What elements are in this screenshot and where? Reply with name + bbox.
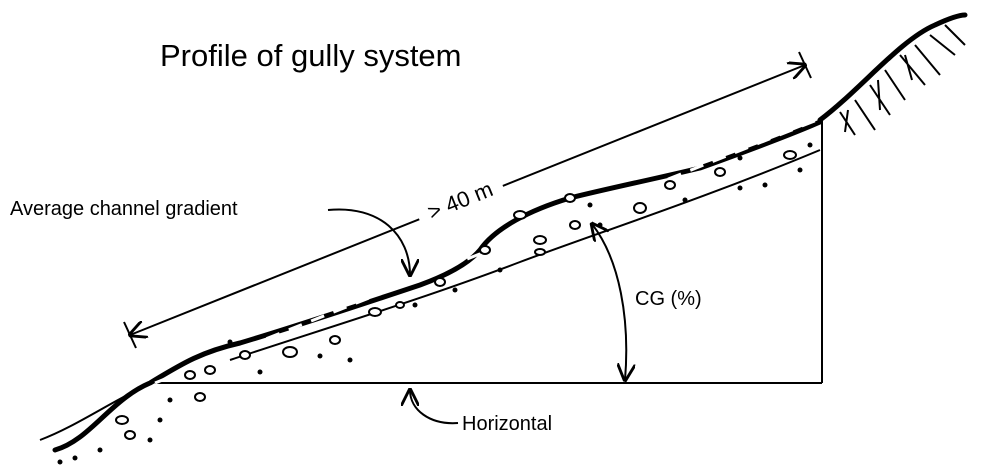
angle-arc — [592, 224, 626, 380]
dimension-tick — [798, 51, 812, 79]
length-label: > 40 m — [424, 176, 496, 225]
label-bg — [412, 169, 508, 231]
horizontal-arrow — [410, 390, 459, 425]
hill — [817, 12, 968, 123]
gradient-label: Average channel gradient — [10, 198, 238, 220]
horizontal-label: Horizontal — [462, 413, 552, 435]
ground-lower — [39, 149, 821, 441]
dimension-tick — [123, 321, 137, 349]
angle-label: CG (%) — [635, 288, 702, 310]
pebbles — [57, 142, 813, 465]
stones — [115, 150, 797, 440]
gradient-arrow — [327, 208, 410, 275]
title: Profile of gully system — [160, 38, 462, 73]
hill-roots — [839, 24, 966, 136]
